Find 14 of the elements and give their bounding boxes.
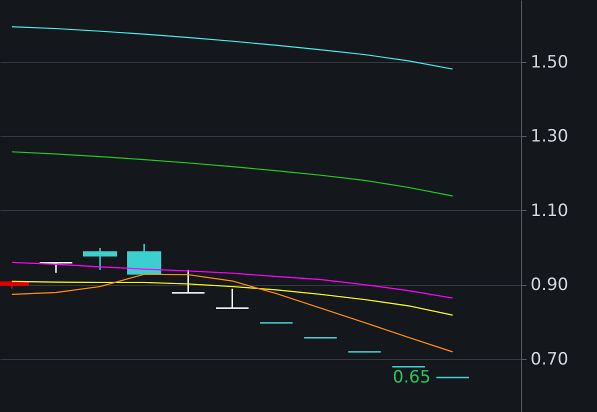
candlestick	[38, 262, 74, 274]
annotation: 0.65	[392, 367, 431, 388]
line-series	[11, 274, 454, 352]
y-tick-label: 1.10	[530, 200, 568, 221]
y-tick-label: 0.90	[530, 275, 568, 296]
y-tick-label: 0.70	[530, 349, 568, 370]
candlestick	[83, 247, 118, 271]
y-tick-label: 1.50	[530, 52, 568, 72]
candlestick	[171, 269, 206, 294]
y-tick-label: 1.30	[530, 126, 568, 147]
line-series	[11, 26, 454, 70]
line-series	[11, 262, 454, 299]
line-series	[11, 151, 454, 197]
candlestick	[215, 288, 250, 309]
